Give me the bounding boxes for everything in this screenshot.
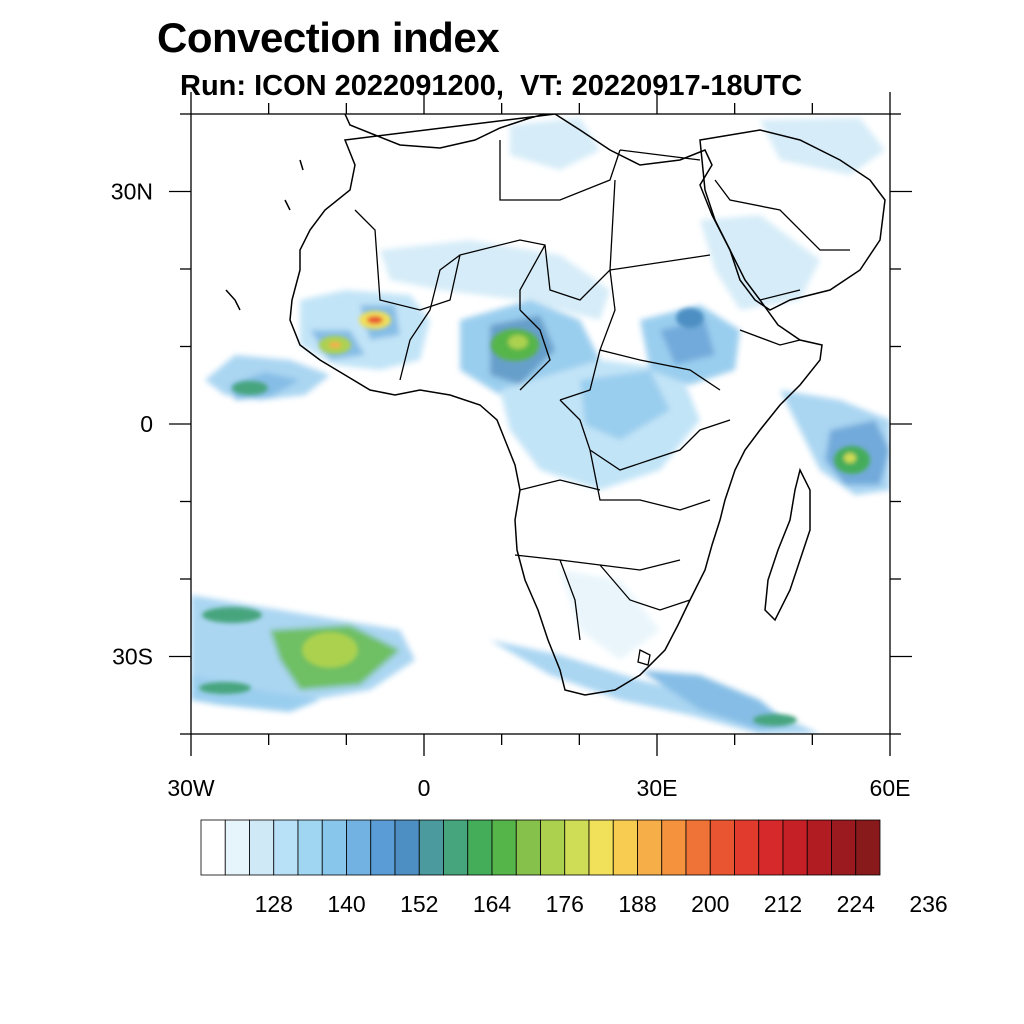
colorbar-tick-label: 176: [546, 891, 584, 917]
colorbar-swatch: [661, 819, 687, 876]
colorbar-swatch: [637, 819, 663, 876]
lat-label: 0: [140, 411, 153, 437]
colorbar-swatch: [491, 819, 517, 876]
colorbar-tick-label: 128: [255, 891, 293, 917]
colorbar-swatch: [540, 819, 566, 876]
colorbar-swatch: [855, 819, 881, 876]
convection-field: [191, 118, 890, 734]
colorbar-swatch: [782, 819, 808, 876]
colorbar-swatch: [443, 819, 469, 876]
colorbar-swatch: [394, 819, 420, 876]
colorbar-tick-label: 200: [691, 891, 729, 917]
colorbar-labels: 128 140 152 164 176 188 200 212 224 236: [255, 891, 948, 917]
lon-label: 30W: [167, 775, 215, 801]
colorbar-swatch: [321, 819, 347, 876]
lat-label: 30N: [111, 179, 153, 205]
colorbar-tick-label: 188: [618, 891, 656, 917]
colorbar-swatch: [200, 819, 226, 876]
colorbar-swatch: [224, 819, 250, 876]
chart-title: Convection index: [157, 14, 500, 61]
lat-label: 30S: [112, 644, 153, 670]
colorbar-swatch: [249, 819, 275, 876]
colorbar-tick-label: 164: [473, 891, 512, 917]
lon-label: 60E: [870, 775, 911, 801]
colorbar-swatch: [831, 819, 857, 876]
colorbar-swatch: [588, 819, 614, 876]
colorbar-swatch: [297, 819, 323, 876]
colorbar-swatch: [709, 819, 735, 876]
colorbar-swatch: [467, 819, 493, 876]
colorbar-tick-label: 140: [327, 891, 365, 917]
colorbar-swatch: [734, 819, 760, 876]
colorbar-tick-label: 152: [400, 891, 438, 917]
axis-ticks: [169, 92, 912, 756]
colorbar-swatch: [612, 819, 638, 876]
chart-subtitle: Run: ICON 2022091200, VT: 20220917-18UTC: [180, 70, 803, 102]
colorbar-swatch: [370, 819, 396, 876]
coastline-outline: [225, 114, 886, 696]
colorbar-tick-label: 212: [764, 891, 802, 917]
lon-label: 0: [418, 775, 431, 801]
colorbar-swatch: [758, 819, 784, 876]
colorbar-swatch: [564, 819, 590, 876]
colorbar-swatch: [346, 819, 372, 876]
lon-label: 30E: [637, 775, 678, 801]
colorbar-swatch: [806, 819, 832, 876]
axis-labels: 30N 0 30S 30W 0 30E 60E: [111, 179, 911, 802]
colorbar-tick-label: 236: [909, 891, 947, 917]
colorbar: [200, 819, 881, 876]
colorbar-swatch: [515, 819, 541, 876]
country-borders: [354, 140, 850, 666]
colorbar-tick-label: 224: [837, 891, 876, 917]
colorbar-swatch: [418, 819, 444, 876]
colorbar-swatch: [273, 819, 299, 876]
colorbar-swatch: [685, 819, 711, 876]
